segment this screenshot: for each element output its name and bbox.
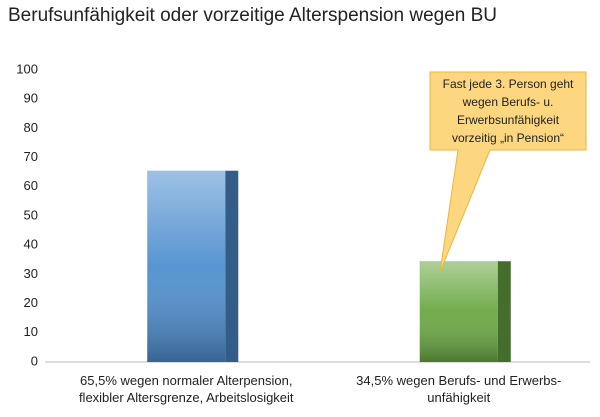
chart-title: Berufsunfähigkeit oder vorzeitige Alters… (8, 5, 498, 26)
y-tick-label: 100 (16, 61, 38, 76)
y-tick-label: 90 (24, 91, 38, 106)
bar-side-shade (497, 261, 511, 362)
x-tick-label: 34,5% wegen Berufs- und Erwerbs- unfähig… (356, 373, 562, 405)
bar-shade (147, 170, 226, 362)
y-tick-label: 10 (24, 324, 38, 339)
x-tick-label: 65,5% wegen normaler Alterpension, flexi… (78, 373, 294, 405)
y-tick-label: 60 (24, 178, 38, 193)
y-tick-label: 40 (24, 237, 38, 252)
bar-side (225, 170, 239, 362)
bar-shade (419, 261, 498, 362)
y-tick-label: 0 (31, 353, 38, 368)
y-tick-label: 20 (24, 295, 38, 310)
callout (429, 71, 587, 273)
y-tick-label: 70 (24, 149, 38, 164)
bar-side (497, 261, 511, 362)
annotation: Fast jede 3. Person geht wegen Berufs- u… (442, 77, 574, 145)
bar-side-shade (225, 170, 239, 362)
y-tick-label: 30 (24, 266, 38, 281)
y-tick-label: 50 (24, 207, 38, 222)
y-tick-label: 80 (24, 120, 38, 135)
